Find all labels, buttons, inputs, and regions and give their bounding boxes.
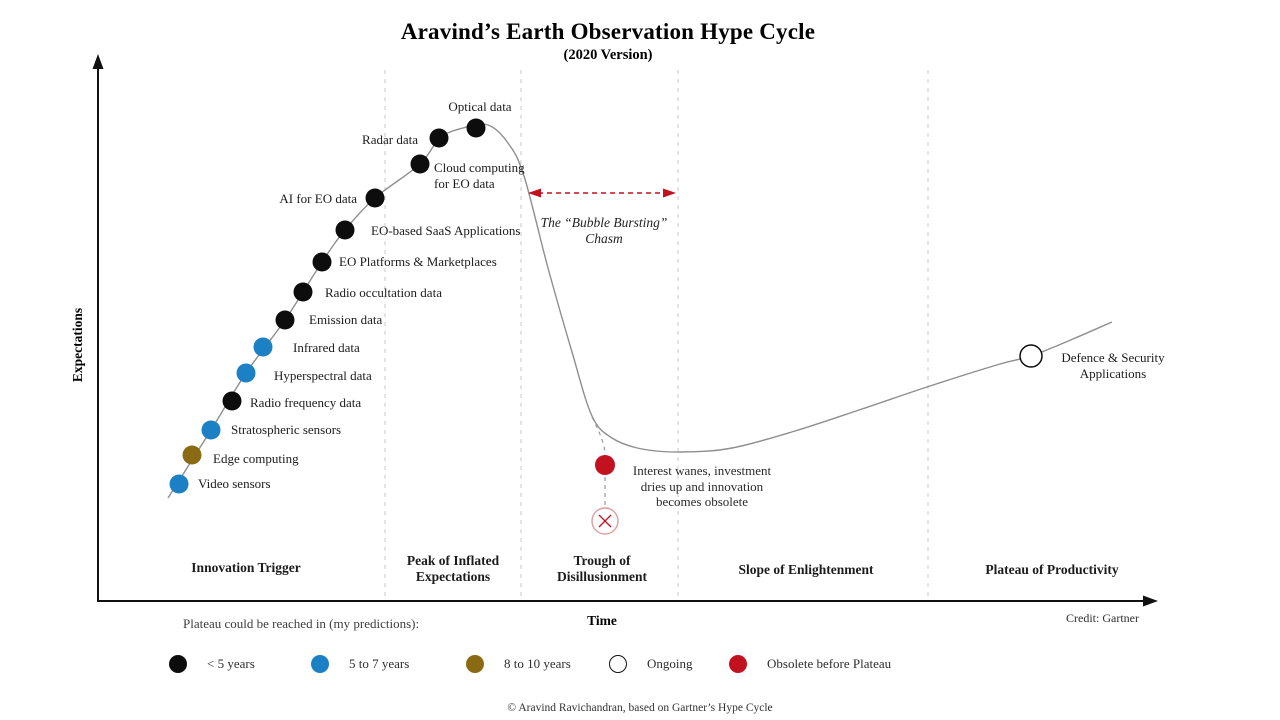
item-label: Infrared data <box>293 340 360 355</box>
axes <box>92 54 1158 607</box>
item-label: Emission data <box>309 312 383 327</box>
data-point <box>466 118 486 138</box>
obsolete-cross-icon <box>591 507 619 535</box>
item-label: EO Platforms & Marketplaces <box>339 254 497 269</box>
legend-swatch-olive-icon <box>466 655 484 673</box>
chart-subtitle: (2020 Version) <box>563 47 653 63</box>
data-point <box>182 445 202 465</box>
obsolete-branch-line <box>591 416 606 506</box>
legend-swatch-red-icon <box>729 655 747 673</box>
item-label: Radio frequency data <box>250 395 362 410</box>
chasm-annotation: The “Bubble Bursting” Chasm <box>540 215 668 246</box>
legend-label: 5 to 7 years <box>349 656 410 671</box>
legend-label: 8 to 10 years <box>504 656 571 671</box>
item-label: Hyperspectral data <box>274 368 372 383</box>
phase-label-innovation-trigger: Innovation Trigger <box>191 560 301 575</box>
data-point <box>1019 344 1043 368</box>
legend-swatch-blue-icon <box>311 655 329 673</box>
data-point <box>429 128 449 148</box>
item-label: Optical data <box>448 99 512 114</box>
data-point <box>201 420 221 440</box>
phase-label-slope: Slope of Enlightenment <box>738 562 874 577</box>
data-points <box>169 118 1043 494</box>
data-point <box>312 252 332 272</box>
item-label: Stratospheric sensors <box>231 422 342 437</box>
legend-label: Ongoing <box>647 656 693 671</box>
data-point <box>236 363 256 383</box>
item-label: AI for EO data <box>279 191 357 206</box>
item-label: Radio occultation data <box>325 285 442 300</box>
item-label: Radar data <box>362 132 418 147</box>
data-point <box>222 391 242 411</box>
copyright-footer: © Aravind Ravichandran, based on Gartner… <box>507 702 773 714</box>
x-axis-label: Time <box>587 613 617 628</box>
item-label: Cloud computing for EO data <box>434 160 525 191</box>
data-point <box>293 282 313 302</box>
y-axis-label: Expectations <box>70 307 85 383</box>
phase-label-plateau: Plateau of Productivity <box>985 562 1119 577</box>
legend-item-obsolete: Obsolete before Plateau <box>729 654 891 674</box>
legend-item-lt5: < 5 years <box>169 654 255 674</box>
obsolete-annotation: Interest wanes, investment dries up and … <box>632 462 772 509</box>
credit-label: Credit: Gartner <box>1066 611 1139 625</box>
data-point <box>275 310 295 330</box>
legend-label: < 5 years <box>207 656 255 671</box>
data-point <box>365 188 385 208</box>
phase-boundaries <box>384 70 929 600</box>
phase-label-peak: Peak of Inflated Expectations <box>406 553 500 584</box>
legend-swatch-black-icon <box>169 655 187 673</box>
item-label: Defence & Security Applications <box>1061 350 1165 381</box>
legend-item-ongoing: Ongoing <box>609 654 693 674</box>
data-point <box>335 220 355 240</box>
data-point <box>253 337 273 357</box>
item-label: Video sensors <box>198 476 271 491</box>
legend-label: Obsolete before Plateau <box>767 656 892 671</box>
chasm-arrow <box>528 188 676 198</box>
phase-label-trough: Trough of Disillusionment <box>556 553 648 584</box>
obsolete-data-point <box>595 455 615 475</box>
legend-intro: Plateau could be reached in (my predicti… <box>183 616 420 631</box>
data-point <box>410 154 430 174</box>
item-label: EO-based SaaS Applications <box>371 223 521 238</box>
legend-swatch-white-icon <box>609 655 627 673</box>
chart-title: Aravind’s Earth Observation Hype Cycle <box>400 19 816 44</box>
item-label: Edge computing <box>213 451 299 466</box>
data-point <box>169 474 189 494</box>
legend-item-8to10: 8 to 10 years <box>466 654 571 674</box>
legend-item-5to7: 5 to 7 years <box>311 654 409 674</box>
